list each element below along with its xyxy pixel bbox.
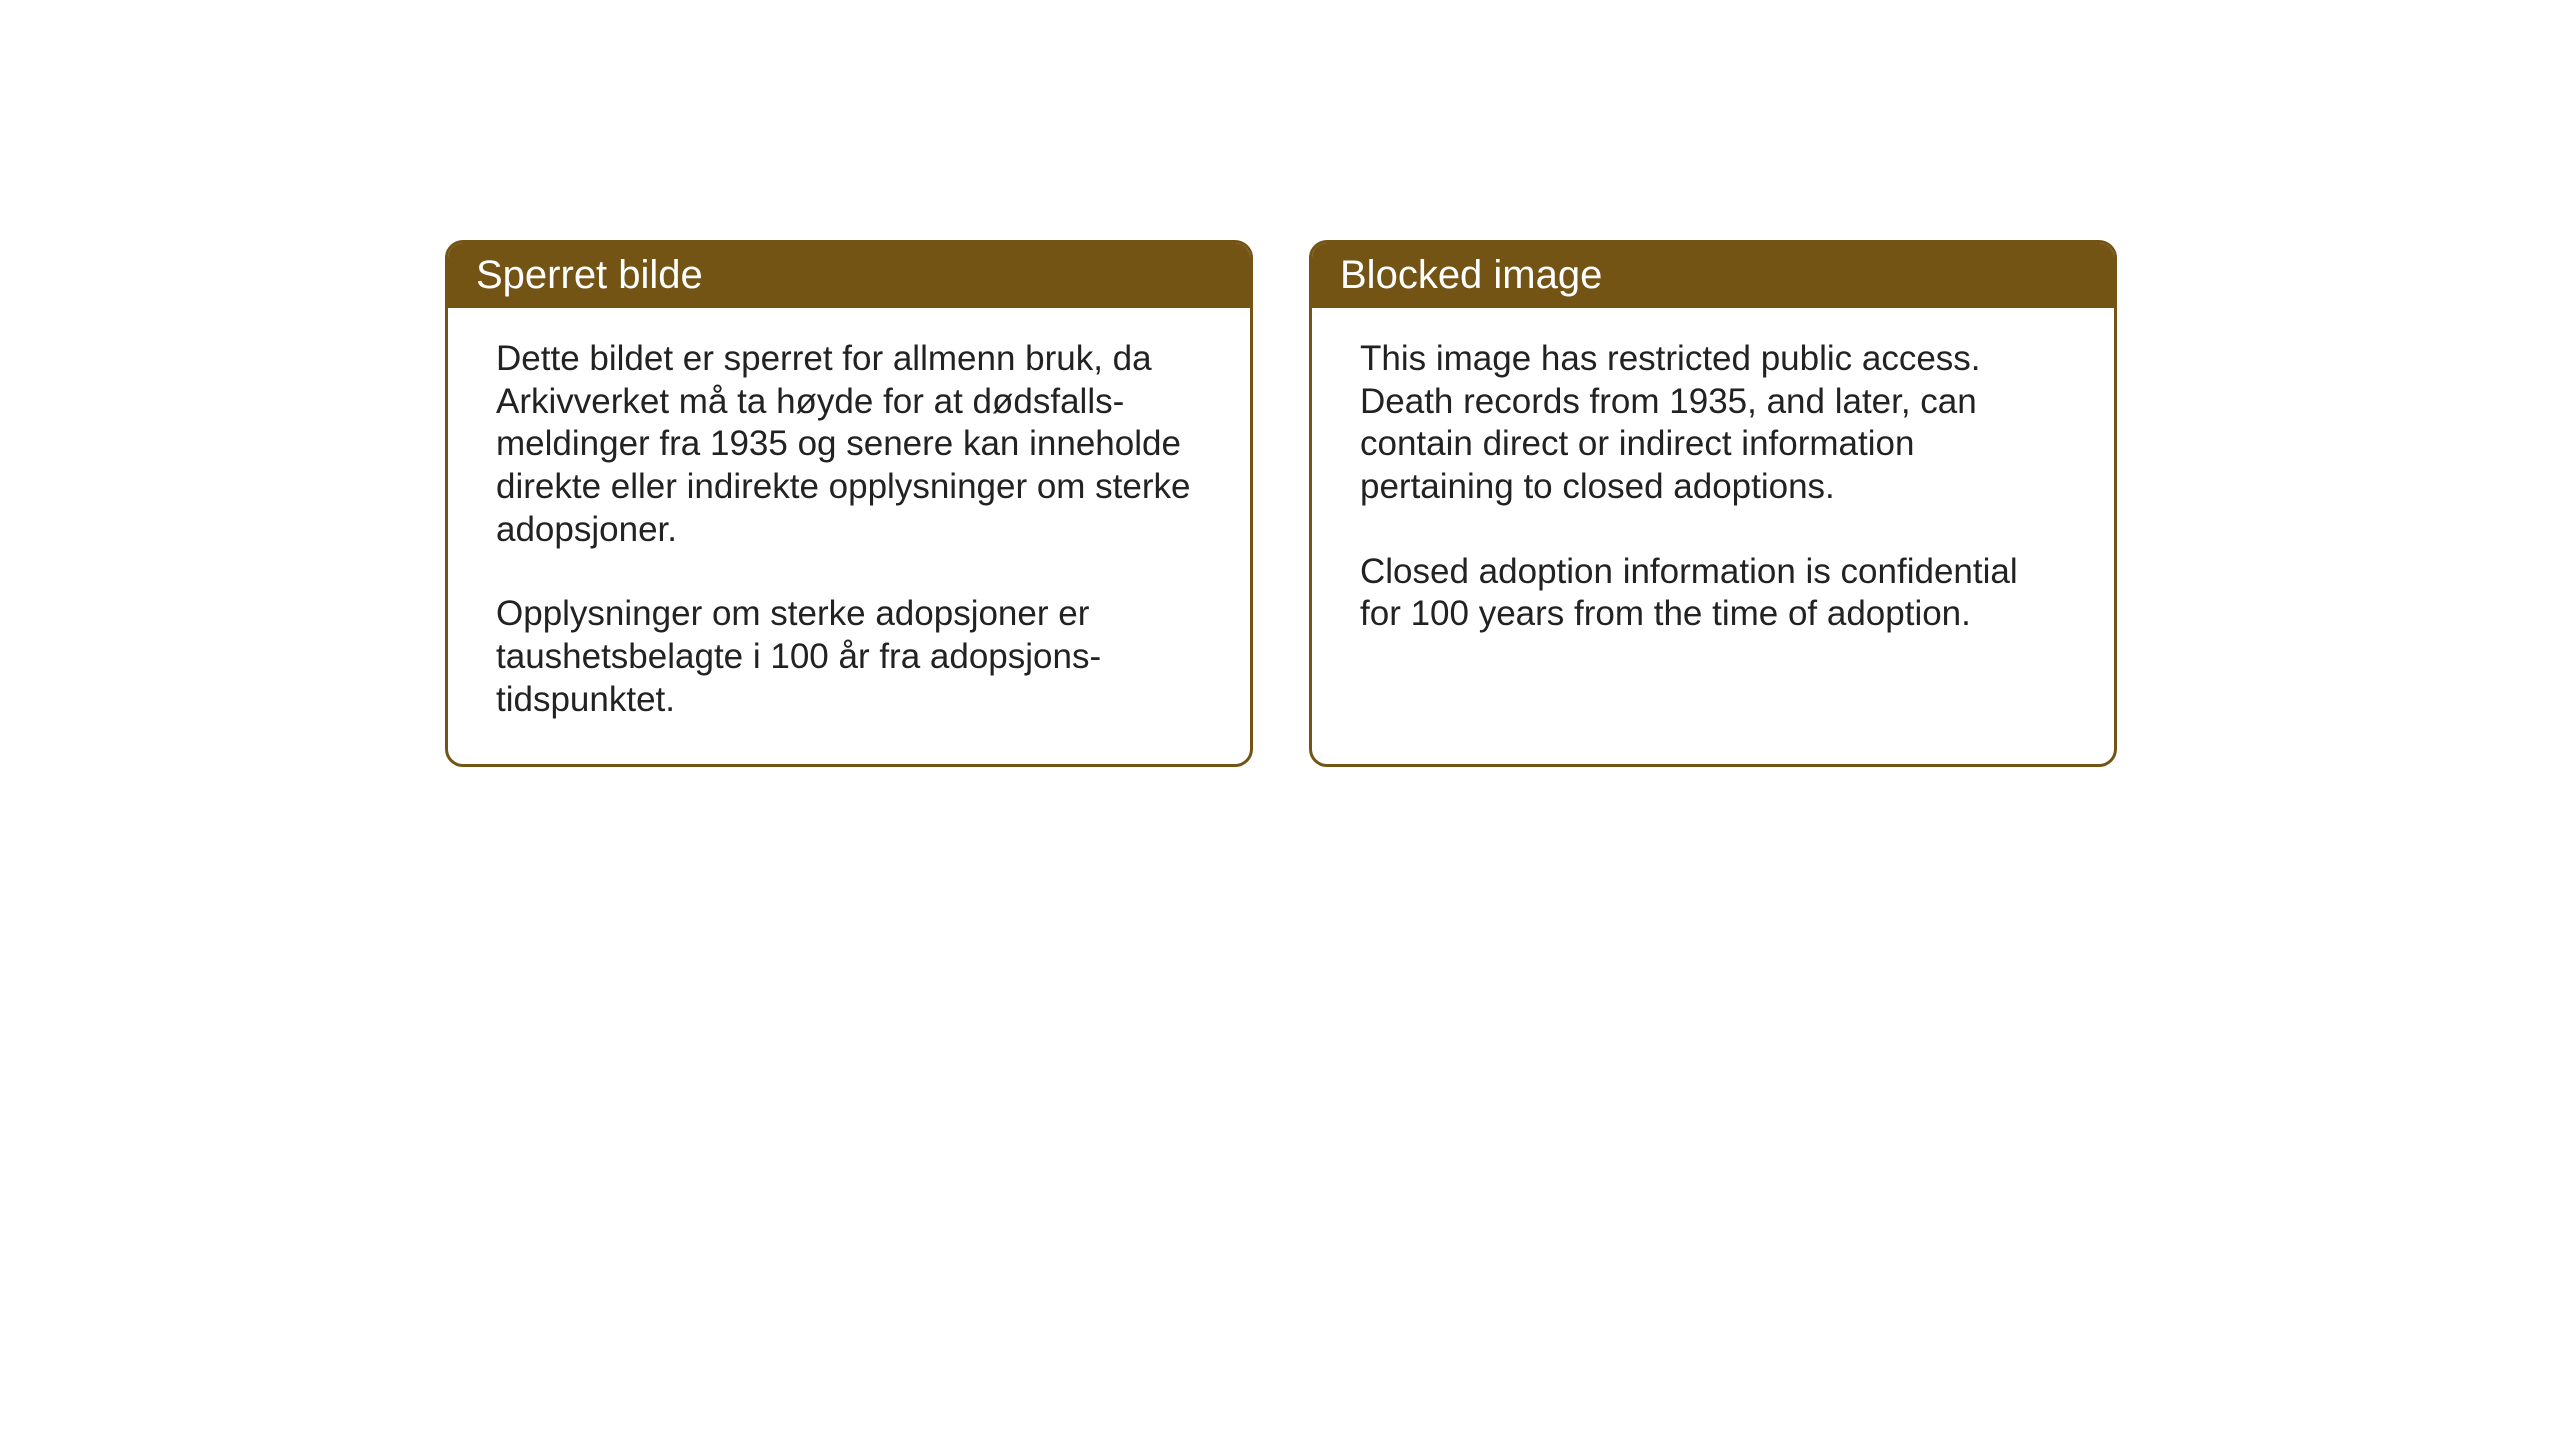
paragraph-2-english: Closed adoption information is confident… (1360, 551, 2066, 636)
card-title-english: Blocked image (1340, 253, 1602, 297)
card-title-norwegian: Sperret bilde (476, 253, 703, 297)
paragraph-2-norwegian: Opplysninger om sterke adopsjoner er tau… (496, 593, 1202, 721)
card-header-norwegian: Sperret bilde (448, 243, 1250, 308)
notice-card-english: Blocked image This image has restricted … (1309, 240, 2117, 767)
card-body-norwegian: Dette bildet er sperret for allmenn bruk… (448, 308, 1250, 764)
paragraph-1-english: This image has restricted public access.… (1360, 338, 2066, 509)
card-body-english: This image has restricted public access.… (1312, 308, 2114, 678)
paragraph-1-norwegian: Dette bildet er sperret for allmenn bruk… (496, 338, 1202, 551)
notice-card-norwegian: Sperret bilde Dette bildet er sperret fo… (445, 240, 1253, 767)
card-header-english: Blocked image (1312, 243, 2114, 308)
notice-container: Sperret bilde Dette bildet er sperret fo… (445, 240, 2117, 767)
